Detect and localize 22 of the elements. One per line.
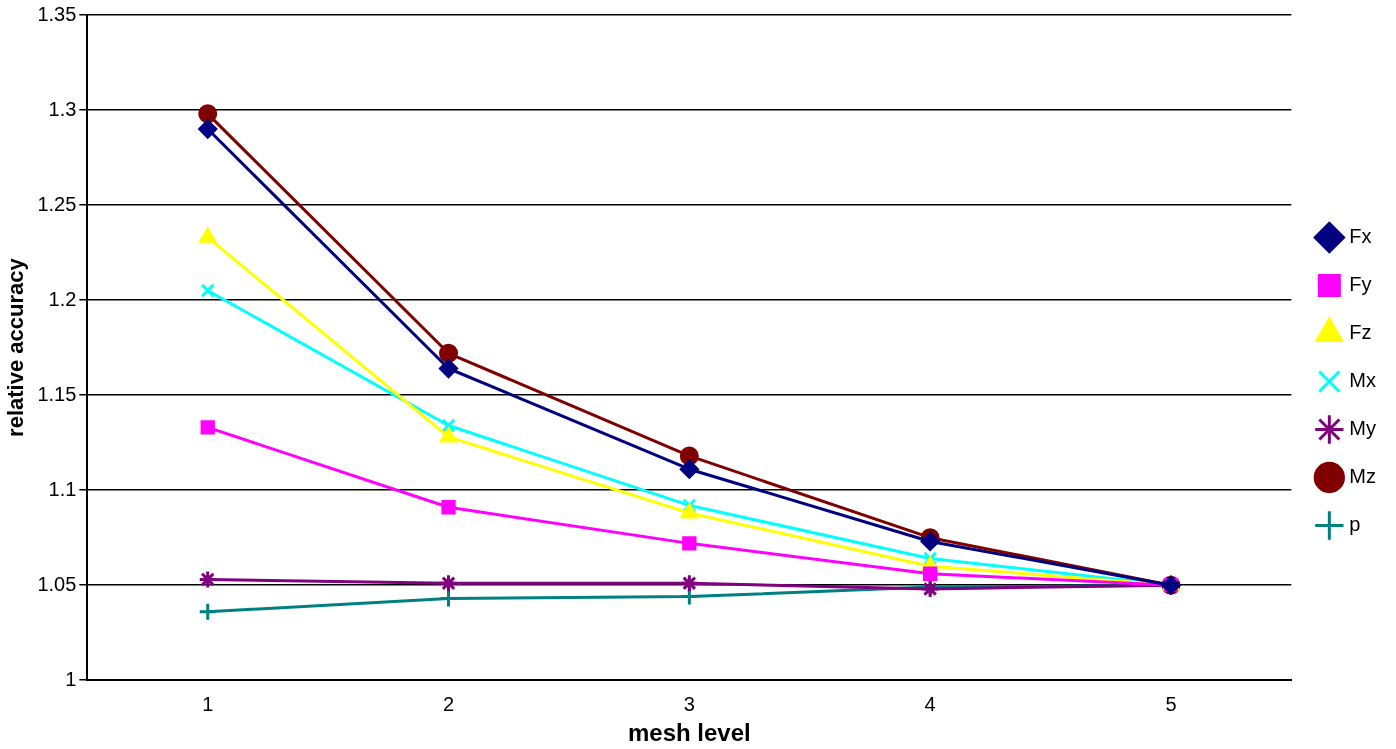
- y-axis-title: relative accuracy: [3, 257, 29, 437]
- y-tick-label: 1.1: [48, 477, 77, 500]
- x-tick-label: 2: [442, 692, 455, 715]
- legend-label: Fy: [1349, 273, 1372, 296]
- legend-label: Fx: [1349, 225, 1372, 248]
- legend-label: p: [1349, 513, 1361, 536]
- y-tick-label: 1.3: [48, 97, 77, 120]
- legend-label: Mz: [1349, 465, 1377, 488]
- y-tick-label: 1.05: [37, 572, 77, 595]
- y-tick-label: 1.15: [37, 382, 77, 405]
- x-tick-label: 1: [202, 692, 214, 715]
- x-tick-label: 5: [1165, 692, 1177, 715]
- x-tick-label: 4: [924, 692, 936, 715]
- y-tick-label: 1.2: [48, 287, 77, 310]
- x-tick-label: 3: [683, 692, 695, 715]
- y-tick-label: 1.25: [37, 192, 77, 215]
- x-axis-title: mesh level: [627, 719, 751, 747]
- legend-label: Fz: [1349, 321, 1372, 344]
- y-tick-label: 1.35: [37, 2, 77, 25]
- legend-label: My: [1349, 417, 1377, 440]
- legend-label: Mx: [1349, 369, 1377, 392]
- y-tick-label: 1: [65, 667, 77, 690]
